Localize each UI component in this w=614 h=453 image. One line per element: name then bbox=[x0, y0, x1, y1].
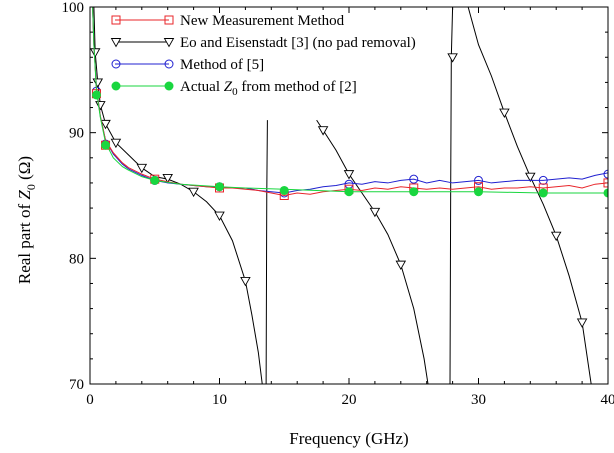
series-eo-and-eisenstadt-3-no-pad-removal-marker bbox=[95, 101, 106, 111]
legend-item-eo-and-eisenstadt-3-no-pad-removal-label-text: Eo and Eisenstadt [3] (no pad removal) bbox=[180, 35, 416, 51]
legend-item-actual-z0-from-method-of-2-label-symbol: Z bbox=[224, 79, 233, 95]
legend-item-new-measurement-method-marker bbox=[111, 15, 121, 25]
series-eo-and-eisenstadt-3-no-pad-removal-marker bbox=[550, 231, 562, 242]
series-eo-and-eisenstadt-3-no-pad-removal-marker bbox=[92, 78, 104, 88]
series-eo-and-eisenstadt-3-no-pad-removal-marker bbox=[100, 119, 111, 130]
series-eo-and-eisenstadt-3-no-pad-removal-marker bbox=[447, 53, 458, 63]
legend-item-new-measurement-method-label-text: New Measurement Method bbox=[180, 13, 345, 29]
legend-item-new-measurement-method-label: New Measurement Method bbox=[180, 13, 345, 29]
series-eo-and-eisenstadt-3-no-pad-removal-marker bbox=[240, 277, 251, 287]
legend-item-method-of-5-label: Method of [5] bbox=[180, 57, 264, 73]
series-eo-and-eisenstadt-3-no-pad-removal-marker bbox=[576, 318, 588, 328]
series-actual-z0-from-method-of-2-marker bbox=[344, 187, 354, 197]
series-eo-and-eisenstadt-3-no-pad-removal-line-2 bbox=[316, 119, 429, 384]
x-tick-label: 0 bbox=[86, 392, 94, 408]
series-eo-and-eisenstadt-3-no-pad-removal-marker bbox=[90, 48, 101, 58]
x-tick-label: 40 bbox=[601, 392, 614, 408]
series-actual-z0-from-method-of-2 bbox=[91, 7, 608, 198]
y-tick-label: 90 bbox=[69, 126, 84, 142]
series-method-of-5-marker bbox=[603, 169, 608, 179]
legend-item-actual-z0-from-method-of-2-marker bbox=[164, 81, 174, 91]
series-actual-z0-from-method-of-2-marker bbox=[409, 187, 419, 197]
series-eo-and-eisenstadt-3-no-pad-removal-marker bbox=[499, 108, 510, 118]
legend-item-eo-and-eisenstadt-3-no-pad-removal-marker bbox=[110, 38, 122, 48]
legend-item-actual-z0-from-method-of-2-label-text: Actual bbox=[180, 79, 224, 95]
y-axis-title-subscript: 0 bbox=[24, 184, 38, 190]
y-tick-label: 100 bbox=[62, 0, 85, 16]
legend-item-eo-and-eisenstadt-3-no-pad-removal-label: Eo and Eisenstadt [3] (no pad removal) bbox=[180, 35, 416, 51]
legend-item-actual-z0-from-method-of-2-label: Actual Z0 from method of [2] bbox=[180, 79, 357, 98]
series-eo-and-eisenstadt-3-no-pad-removal-marker bbox=[343, 170, 355, 180]
series-eo-and-eisenstadt-3-no-pad-removal-line-3 bbox=[449, 7, 454, 384]
y-axis-title-suffix: (Ω) bbox=[15, 156, 34, 184]
series-actual-z0-from-method-of-2-marker bbox=[603, 188, 608, 198]
series-layer bbox=[90, 7, 608, 384]
series-eo-and-eisenstadt-3-no-pad-removal-marker bbox=[369, 207, 381, 218]
x-tick-label: 20 bbox=[342, 392, 357, 408]
legend-item-eo-and-eisenstadt-3-no-pad-removal-marker bbox=[163, 38, 175, 48]
series-actual-z0-from-method-of-2-marker bbox=[215, 182, 224, 192]
series-method-of-5-marker bbox=[474, 175, 483, 185]
legend-item-method-of-5-marker bbox=[111, 59, 121, 69]
series-new-measurement-method-marker bbox=[603, 178, 608, 188]
legend-item-method-of-5: Method of [5] bbox=[111, 57, 264, 73]
series-actual-z0-from-method-of-2-marker bbox=[150, 175, 160, 185]
series-actual-z0-from-method-of-2-marker bbox=[91, 90, 101, 100]
series-actual-z0-from-method-of-2-marker bbox=[474, 187, 483, 197]
series-eo-and-eisenstadt-3-no-pad-removal-marker bbox=[525, 172, 536, 183]
series-method-of-5-line-0 bbox=[92, 7, 608, 194]
series-actual-z0-from-method-of-2-marker bbox=[538, 188, 548, 198]
y-tick-label: 70 bbox=[69, 377, 84, 393]
legend-item-new-measurement-method: New Measurement Method bbox=[111, 13, 345, 29]
y-tick-label: 80 bbox=[69, 251, 84, 267]
series-eo-and-eisenstadt-3-no-pad-removal-marker bbox=[214, 211, 225, 222]
legend-item-eo-and-eisenstadt-3-no-pad-removal: Eo and Eisenstadt [3] (no pad removal) bbox=[110, 35, 416, 51]
legend-item-method-of-5-label-text: Method of [5] bbox=[180, 57, 264, 73]
series-eo-and-eisenstadt-3-no-pad-removal-line-4 bbox=[467, 7, 592, 384]
plot-frame bbox=[89, 6, 609, 385]
x-axis-title: Frequency (GHz) bbox=[289, 429, 408, 448]
series-eo-and-eisenstadt-3-no-pad-removal-marker bbox=[110, 138, 122, 149]
legend-item-actual-z0-from-method-of-2: Actual Z0 from method of [2] bbox=[111, 79, 357, 98]
y-axis-title-symbol: Z bbox=[15, 190, 34, 200]
svg-text:Real part of Z0 (Ω): Real part of Z0 (Ω) bbox=[15, 156, 38, 284]
legend-item-actual-z0-from-method-of-2-label-suffix: from method of [2] bbox=[238, 79, 357, 95]
legend: New Measurement Method Eo and Eisenstadt … bbox=[110, 13, 416, 98]
y-axis-title-prefix: Real part of bbox=[15, 200, 34, 285]
series-eo-and-eisenstadt-3-no-pad-removal-marker bbox=[162, 173, 173, 184]
legend-item-new-measurement-method-marker bbox=[164, 15, 174, 25]
x-tick-label: 10 bbox=[212, 392, 227, 408]
series-eo-and-eisenstadt-3-no-pad-removal-marker bbox=[395, 260, 407, 271]
series-eo-and-eisenstadt-3-no-pad-removal-line-1 bbox=[265, 120, 268, 384]
legend-item-actual-z0-from-method-of-2-label-subscript: 0 bbox=[232, 86, 238, 98]
axis-ticks: 0 10 20 30 40 70 80 90 100 bbox=[62, 0, 614, 408]
x-tick-label: 30 bbox=[471, 392, 486, 408]
y-axis-title: Real part of Z0 (Ω) bbox=[15, 156, 38, 284]
series-eo-and-eisenstadt-3-no-pad-removal-marker bbox=[317, 126, 329, 136]
series-actual-z0-from-method-of-2-marker bbox=[101, 140, 111, 150]
series-new-measurement-method-line-0 bbox=[92, 7, 608, 197]
series-eo-and-eisenstadt-3-no-pad-removal-marker bbox=[136, 163, 148, 174]
series-actual-z0-from-method-of-2-marker bbox=[279, 185, 289, 195]
series-method-of-5-marker bbox=[344, 179, 354, 189]
legend-item-actual-z0-from-method-of-2-marker bbox=[111, 81, 121, 91]
series-eo-and-eisenstadt-3-no-pad-removal-marker bbox=[188, 187, 199, 198]
series-method-of-5-marker bbox=[409, 174, 419, 184]
legend-item-method-of-5-marker bbox=[164, 59, 174, 69]
